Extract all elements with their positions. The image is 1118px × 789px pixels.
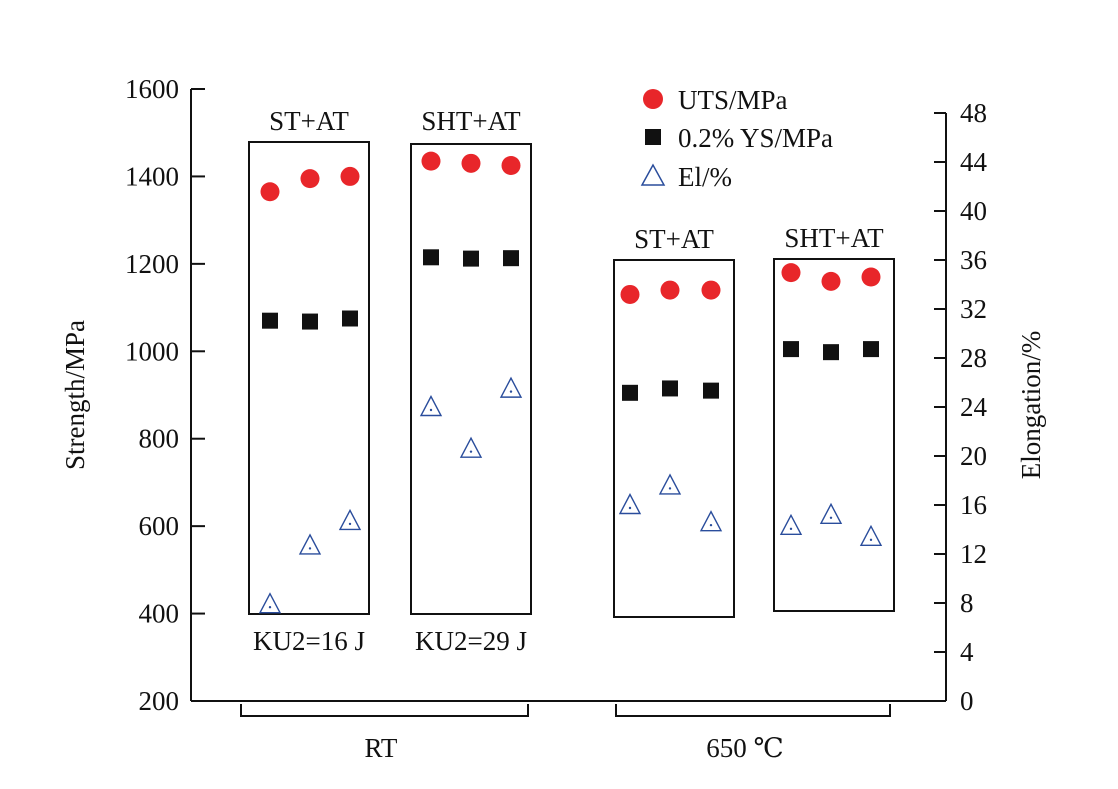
uts-point [300, 169, 320, 189]
el-point-dot [469, 450, 473, 453]
right-tick-label: 48 [960, 98, 987, 128]
group-bracket [615, 704, 891, 717]
el-point [499, 376, 523, 398]
group-bracket [240, 704, 529, 717]
right-tick-label: 36 [960, 245, 987, 275]
uts-point [821, 271, 841, 291]
uts-point [340, 166, 360, 186]
condition-label: SHT+AT [421, 106, 521, 136]
condition-note: KU2=16 J [253, 626, 365, 656]
condition-label: SHT+AT [784, 223, 884, 253]
ys-point [823, 344, 839, 361]
condition-boxes: ST+AT KU2=16 J SHT+AT KU2=29 J ST+AT SHT+AT [248, 106, 895, 656]
uts-point [461, 153, 481, 173]
uts-point [781, 263, 801, 283]
ys-point [463, 250, 479, 267]
uts-point [660, 280, 680, 300]
el-point [699, 510, 723, 532]
axes: 2004006008001000120014001600048121620242… [60, 74, 1046, 716]
ys-point [342, 310, 358, 327]
right-tick-label: 24 [960, 392, 988, 422]
left-tick-label: 1400 [125, 161, 179, 191]
el-point [338, 508, 362, 531]
ys-point [622, 384, 638, 401]
el-point-dot [308, 547, 312, 550]
right-tick-label: 40 [960, 196, 987, 226]
condition-box [410, 143, 532, 615]
ys-point [262, 312, 278, 329]
right-tick-label: 4 [960, 637, 974, 667]
temperature-groups: RT 650 ℃ [240, 704, 891, 763]
el-point [859, 524, 883, 547]
ys-point [423, 249, 439, 266]
el-point [618, 492, 642, 515]
el-point [779, 513, 803, 536]
right-tick-label: 44 [960, 147, 988, 177]
el-point-dot [829, 516, 833, 519]
left-tick-label: 600 [139, 511, 180, 541]
data-marks [258, 151, 883, 614]
uts-point [620, 284, 640, 304]
uts-point [260, 182, 280, 202]
right-tick-label: 0 [960, 686, 974, 716]
el-point [819, 502, 843, 524]
left-tick-label: 1600 [125, 74, 179, 104]
uts-point [861, 267, 881, 287]
el-point [658, 473, 682, 495]
uts-point [501, 156, 521, 175]
el-point-dot [429, 408, 433, 412]
legend-label-el: El/% [678, 162, 732, 192]
group-label: RT [365, 733, 398, 763]
el-point [419, 394, 443, 417]
el-point [298, 533, 322, 555]
condition-box [773, 258, 895, 612]
ys-point [662, 380, 678, 397]
condition-note: KU2=29 J [415, 626, 527, 656]
el-point-dot [268, 606, 272, 609]
right-tick-label: 16 [960, 490, 987, 520]
left-tick-label: 1000 [125, 336, 179, 366]
left-tick-label: 1200 [125, 249, 179, 279]
left-tick-label: 800 [139, 424, 180, 454]
right-tick-label: 8 [960, 588, 974, 618]
condition-box [613, 259, 735, 618]
ys-point [783, 341, 799, 358]
left-axis-title: Strength/MPa [60, 320, 90, 470]
right-tick-label: 32 [960, 294, 987, 324]
uts-point [421, 151, 441, 171]
ys-point [503, 250, 519, 267]
el-point-dot [709, 523, 713, 527]
right-tick-label: 12 [960, 539, 987, 569]
ys-point [302, 313, 318, 330]
ys-point [703, 382, 719, 399]
right-tick-label: 20 [960, 441, 987, 471]
el-point-dot [509, 390, 513, 393]
el-point [459, 436, 483, 458]
right-tick-label: 28 [960, 343, 987, 373]
condition-label: ST+AT [634, 224, 714, 254]
condition-label: ST+AT [269, 106, 349, 136]
el-point-dot [869, 538, 873, 542]
legend-label-ys: 0.2% YS/MPa [678, 123, 833, 153]
legend: UTS/MPa 0.2% YS/MPa El/% [640, 85, 833, 192]
el-point [258, 592, 282, 614]
left-tick-label: 400 [139, 599, 180, 629]
group-label: 650 ℃ [706, 733, 783, 763]
legend-el-marker [640, 163, 666, 186]
right-axis-title: Elongation/% [1016, 331, 1046, 479]
condition-box [248, 141, 370, 615]
uts-point [701, 280, 721, 300]
el-point-dot [348, 522, 352, 526]
legend-ys-marker [645, 129, 661, 145]
ys-point [863, 341, 879, 358]
el-point-dot [628, 506, 632, 510]
left-tick-label: 200 [139, 686, 180, 716]
el-point-dot [668, 487, 672, 490]
legend-label-uts: UTS/MPa [678, 85, 788, 115]
el-point-dot [789, 527, 793, 531]
legend-uts-marker [643, 89, 663, 109]
